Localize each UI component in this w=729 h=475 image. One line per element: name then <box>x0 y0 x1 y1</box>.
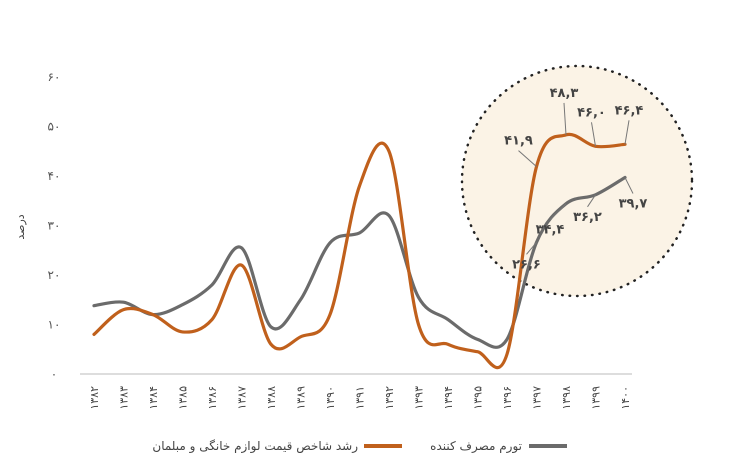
data-label: ۴۸,۳ <box>550 86 579 101</box>
y-tick-label: ۳۰ <box>48 219 61 233</box>
annotation-leader <box>518 150 537 167</box>
annotation-leader <box>549 203 567 221</box>
y-tick-label: ۶۰ <box>48 70 61 84</box>
x-tick-label: ۱۳۹۸ <box>560 386 573 410</box>
y-tick-label: ۰ <box>51 367 57 381</box>
x-tick-label: ۱۳۸۵ <box>177 386 190 410</box>
data-label: ۳۴,۴ <box>536 223 565 238</box>
x-tick-label: ۱۳۹۱ <box>354 386 367 410</box>
data-label: ۴۱,۹ <box>504 134 533 149</box>
y-tick-label: ۲۰ <box>48 268 61 282</box>
consumer-inflation-line <box>92 175 627 349</box>
data-label: ۳۹,۷ <box>619 196 648 211</box>
x-tick-label: ۱۳۹۰ <box>324 386 337 410</box>
x-tick-label: ۱۳۸۲ <box>88 386 101 410</box>
x-tick-label: ۱۳۹۷ <box>531 386 544 410</box>
x-tick-label: ۱۳۸۸ <box>265 386 278 410</box>
data-label: ۳۶,۲ <box>573 210 602 225</box>
x-tick-label: ۱۳۹۲ <box>383 386 396 410</box>
highlight-circle <box>460 64 694 298</box>
annotation-leader <box>563 102 567 135</box>
x-tick-label: ۱۳۸۹ <box>295 386 308 410</box>
x-tick-label: ۱۳۸۴ <box>147 386 160 410</box>
x-tick-label: ۱۳۹۶ <box>501 386 514 410</box>
x-tick-label: ۱۳۸۷ <box>236 386 249 410</box>
x-tick-label: ۱۳۸۳ <box>118 386 131 410</box>
x-tick-label: ۱۳۹۳ <box>413 386 426 410</box>
annotation-leader <box>587 194 596 208</box>
data-label: ۲۶,۶ <box>512 257 541 272</box>
data-label: ۴۶,۴ <box>615 103 644 118</box>
x-tick-label: ۱۳۹۴ <box>442 386 455 410</box>
y-tick-label: ۴۰ <box>48 169 61 183</box>
x-tick-label: ۱۳۹۵ <box>472 386 485 410</box>
data-label: ۴۶,۰ <box>577 105 606 120</box>
x-tick-label: ۱۳۸۶ <box>206 386 219 410</box>
x-tick-label: ۱۳۹۹ <box>590 386 603 410</box>
y-axis-label: درصد <box>14 214 27 239</box>
legend-label-inflation: تورم مصرف کننده <box>430 439 522 454</box>
y-tick-label: ۵۰ <box>48 120 61 134</box>
annotation-leader <box>526 242 537 255</box>
annotation-leader <box>591 122 596 147</box>
appliance-price-index-line <box>92 132 627 370</box>
annotation-leader <box>624 120 630 145</box>
y-tick-label: ۱۰ <box>48 318 61 332</box>
x-tick-label: ۱۴۰۰ <box>619 386 632 410</box>
annotation-leader <box>624 177 634 194</box>
legend-label-appliance: رشد شاخص قیمت لوازم خانگی و مبلمان <box>152 439 358 454</box>
